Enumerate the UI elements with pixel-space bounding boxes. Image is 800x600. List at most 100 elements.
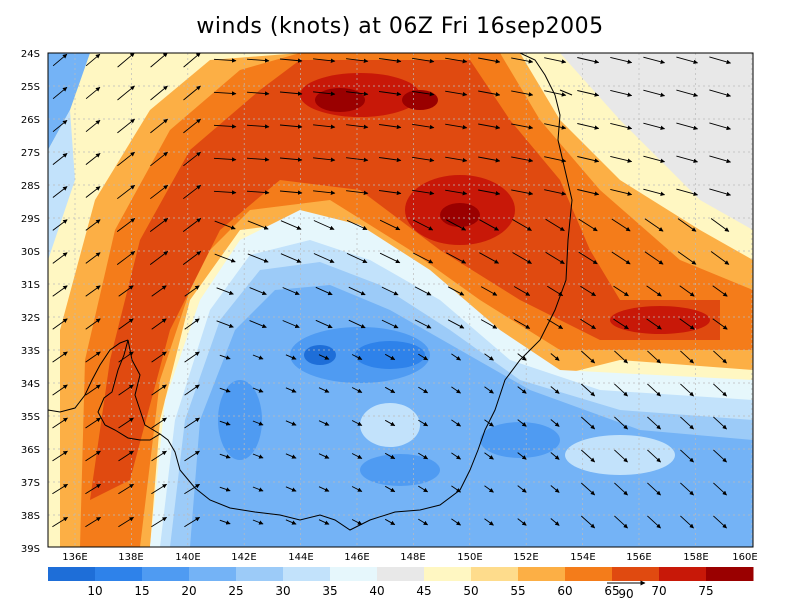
wind-arrow: [285, 453, 297, 459]
colorbar-label: 20: [181, 584, 196, 598]
wind-arrow: [213, 124, 237, 129]
wind-arrow: [183, 184, 202, 200]
wind-arrow: [279, 124, 303, 129]
wind-arrow: [118, 384, 134, 396]
wind-arrow: [285, 519, 297, 525]
wind-arrow: [451, 353, 461, 361]
wind-arrow: [219, 387, 231, 393]
wind-arrow: [85, 153, 101, 165]
wind-arrow: [644, 218, 664, 232]
plot-title: winds (knots) at 06Z Fri 16sep2005: [196, 14, 604, 39]
wind-arrow: [647, 449, 661, 463]
wind-arrow: [550, 386, 560, 394]
wind-arrow: [151, 483, 167, 495]
wind-arrow: [713, 449, 727, 463]
wind-arrow: [643, 188, 666, 196]
wind-arrow: [118, 285, 134, 297]
wind-arrow: [85, 318, 101, 330]
wind-arrow: [313, 91, 336, 96]
colorbar-swatch: [659, 567, 707, 581]
wind-arrow: [246, 190, 270, 195]
wind-arrow: [614, 482, 628, 496]
wind-arrow: [614, 383, 628, 397]
wind-arrow: [219, 486, 231, 492]
wind-arrow: [613, 318, 629, 330]
wind-arrow: [182, 218, 202, 232]
wind-arrow: [117, 151, 135, 167]
wind-arrow: [118, 351, 134, 363]
wind-arrow: [285, 387, 297, 393]
wind-arrow: [550, 485, 560, 493]
wind-arrow: [447, 286, 465, 296]
colorbar-swatch: [95, 567, 143, 581]
wind-arrow: [480, 286, 498, 296]
wind-arrow: [150, 184, 169, 200]
wind-arrow: [252, 354, 264, 360]
wind-arrow: [384, 518, 396, 526]
wind-arrow: [318, 387, 330, 393]
wind-arrow: [550, 353, 560, 361]
wind-arrow: [183, 53, 201, 68]
wind-arrow: [445, 90, 468, 97]
colorbar-label: 10: [87, 584, 102, 598]
wind-arrow: [279, 58, 303, 63]
wind-arrow: [577, 57, 600, 64]
wind-arrow: [709, 155, 732, 164]
wind-arrow: [644, 251, 664, 265]
wind-arrow: [445, 189, 468, 196]
wind-arrow: [676, 122, 699, 131]
wind-arrow: [379, 91, 402, 97]
lat-label: 37S: [21, 478, 40, 489]
wind-arrow: [351, 519, 363, 525]
wind-arrow: [249, 320, 267, 328]
wind-arrow: [478, 189, 501, 196]
wind-arrow: [713, 383, 727, 397]
wind-arrow: [285, 420, 297, 426]
wind-arrow: [412, 189, 435, 196]
wind-arrow: [116, 218, 136, 232]
wind-arrow: [348, 286, 366, 296]
wind-arrow: [313, 220, 335, 230]
wind-arrow: [610, 188, 633, 196]
wind-arrow: [646, 318, 662, 330]
wind-arrow: [346, 124, 369, 130]
wind-arrow: [679, 318, 695, 330]
wind-arrow: [709, 122, 732, 131]
lon-label: 154E: [570, 552, 595, 563]
wind-arrow: [52, 153, 68, 165]
colorbar-swatch: [283, 567, 331, 581]
wind-arrow: [580, 416, 596, 430]
lat-label: 38S: [21, 511, 40, 522]
wind-arrow: [517, 353, 527, 361]
wind-arrow: [249, 287, 267, 295]
lat-label: 36S: [21, 445, 40, 456]
wind-arrow: [116, 251, 136, 265]
wind-arrow: [447, 319, 465, 329]
wind-arrow: [85, 285, 101, 297]
wind-arrow: [478, 156, 501, 163]
wind-arrow: [151, 384, 167, 396]
wind-arrow: [480, 319, 498, 329]
wind-arrow: [318, 453, 330, 459]
wind-arrow: [680, 449, 694, 463]
wind-arrow: [517, 518, 527, 526]
wind-arrow: [446, 252, 467, 264]
wind-arrow: [118, 318, 134, 330]
wind-arrow: [414, 319, 432, 329]
wind-arrow: [246, 124, 270, 129]
wind-arrow: [445, 123, 468, 130]
wind-arrow: [580, 449, 596, 463]
lat-label: 30S: [21, 247, 40, 258]
wind-arrow: [550, 419, 560, 427]
colorbar-swatch: [377, 567, 425, 581]
colorbar: [48, 567, 754, 581]
wind-arrow: [219, 519, 231, 525]
wind-arrow: [512, 219, 532, 231]
wind-arrow: [315, 319, 333, 329]
wind-arrow: [484, 452, 494, 460]
lon-label: 158E: [683, 552, 708, 563]
wind-arrow: [118, 417, 134, 429]
wind-arrow: [85, 53, 101, 67]
colorbar-label: 55: [510, 584, 525, 598]
